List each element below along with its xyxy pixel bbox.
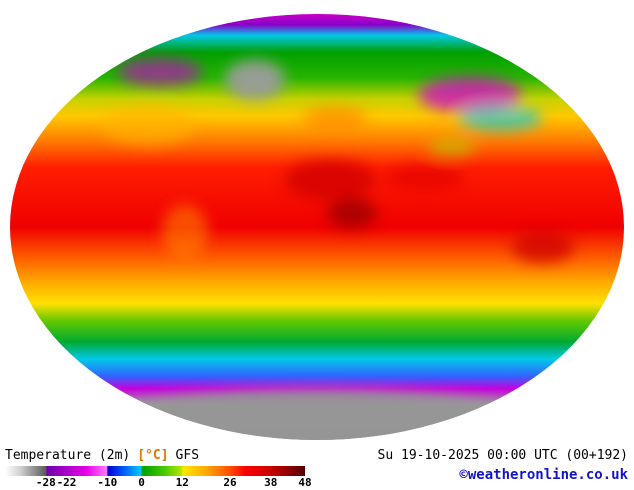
parameter-label: Temperature (2m) [5,448,131,463]
legend-tick: 0 [138,476,145,489]
map-title: Temperature (2m) [°C] GFS [5,448,206,463]
legend-ticks: -28 -22 -10 0 12 26 38 48 [5,476,312,489]
region-northeast-asia-cold [418,77,522,113]
copyright-link[interactable]: ©weatheronline.co.uk [459,467,628,483]
legend-tick: -28 [35,476,56,489]
world-temperature-map [10,14,624,440]
region-south-america-warm [162,205,208,259]
map-svg [10,14,624,440]
temperature-regions [87,58,574,440]
region-siberia-cool [458,105,542,131]
region-central-africa-hot [327,198,377,228]
region-arabia-india-hot [385,165,465,191]
region-greenland-ice [225,60,285,100]
temperature-colorbar [5,466,305,476]
region-australia-hot [512,231,574,263]
legend-tick: 48 [298,476,312,489]
legend-tick: 12 [175,476,189,489]
region-arctic-canada-cold [118,58,202,86]
temperature-legend: -28 -22 -10 0 12 26 38 48 [5,466,312,489]
region-sahara-hot [284,160,376,200]
map-footer: Temperature (2m) [°C] GFS -28 -22 -10 0 12 26 38… [0,446,634,490]
region-tibet-cool [428,139,476,155]
legend-tick: -10 [97,476,118,489]
region-europe-warm [303,106,367,130]
model-label: GFS [175,448,200,463]
legend-tick: 26 [223,476,237,489]
datetime-label: Su 19-10-2025 00:00 UTC (00+192) [377,448,628,463]
globe-ellipse [10,14,624,440]
legend-tick: -22 [56,476,77,489]
legend-tick: 38 [264,476,278,489]
region-antarctica-ice [87,390,547,440]
region-north-america-warm [102,105,194,145]
unit-label: [°C] [137,448,169,463]
